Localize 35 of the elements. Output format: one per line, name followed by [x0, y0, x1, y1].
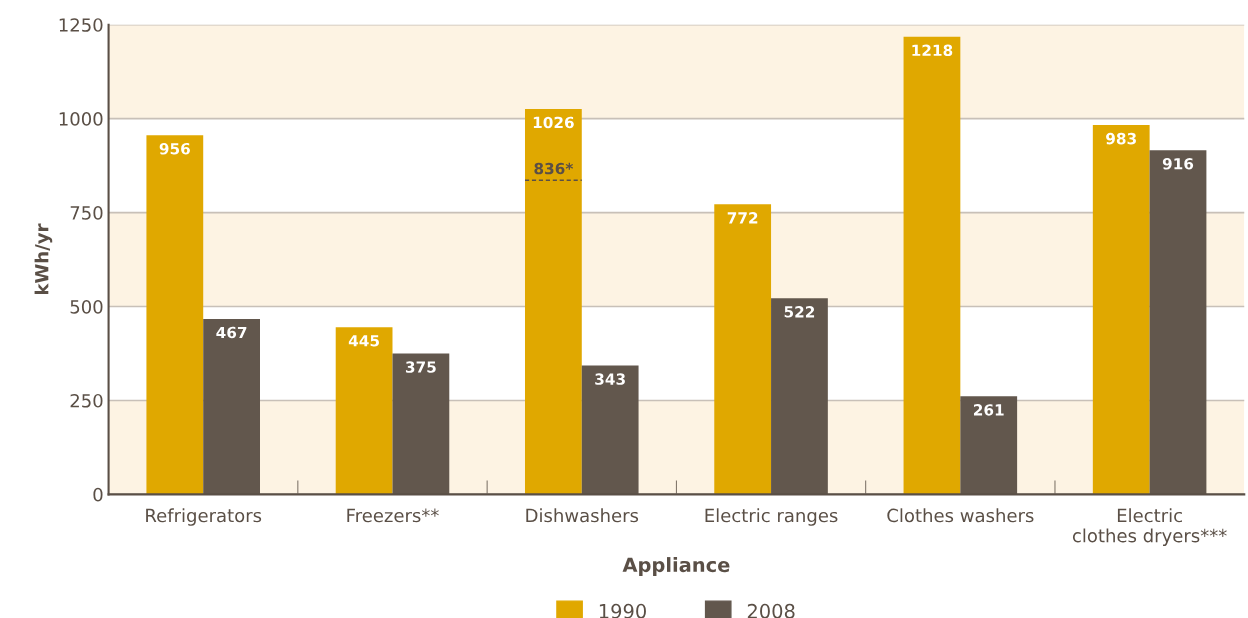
- y-tick-label: 500: [70, 299, 103, 314]
- data-label: 375: [405, 361, 436, 373]
- data-label: 261: [973, 404, 1004, 416]
- annotation: 836*: [534, 162, 574, 175]
- y-tick-label: 1000: [59, 112, 103, 126]
- bar: [335, 327, 393, 495]
- data-label: 343: [595, 373, 625, 385]
- data-label: 1218: [912, 44, 953, 57]
- data-label: 522: [784, 306, 815, 318]
- data-label: 467: [216, 326, 247, 339]
- x-tick-label: Electric clothes dryers***: [1072, 508, 1227, 546]
- x-tick-label: Clothes washers: [887, 508, 1034, 523]
- x-tick-label: Electric ranges: [705, 508, 838, 526]
- data-label: 916: [1162, 158, 1194, 170]
- y-tick-label: 1250: [59, 18, 103, 32]
- bar: [1092, 125, 1150, 495]
- x-axis-title: Appliance: [622, 557, 730, 576]
- x-tick-label: Refrigerators: [146, 508, 262, 526]
- data-label: 1026: [533, 116, 574, 129]
- x-tick-label: Freezers**: [347, 508, 439, 523]
- bar: [146, 135, 204, 495]
- data-label: 772: [727, 212, 758, 224]
- data-label: 445: [348, 335, 379, 347]
- bar: [524, 108, 582, 495]
- legend-label: 2008: [747, 603, 795, 618]
- y-tick-label: 0: [93, 487, 103, 502]
- data-label: 956: [159, 142, 190, 155]
- bar: [714, 204, 772, 495]
- x-tick-label: Dishwashers: [526, 508, 639, 523]
- y-tick-label: 250: [70, 393, 103, 408]
- y-tick-label: 750: [70, 206, 103, 220]
- legend-label: 1990: [599, 603, 646, 618]
- data-label: 983: [1106, 132, 1136, 145]
- y-axis-title: kWh/yr: [34, 223, 53, 295]
- bar: [903, 36, 961, 495]
